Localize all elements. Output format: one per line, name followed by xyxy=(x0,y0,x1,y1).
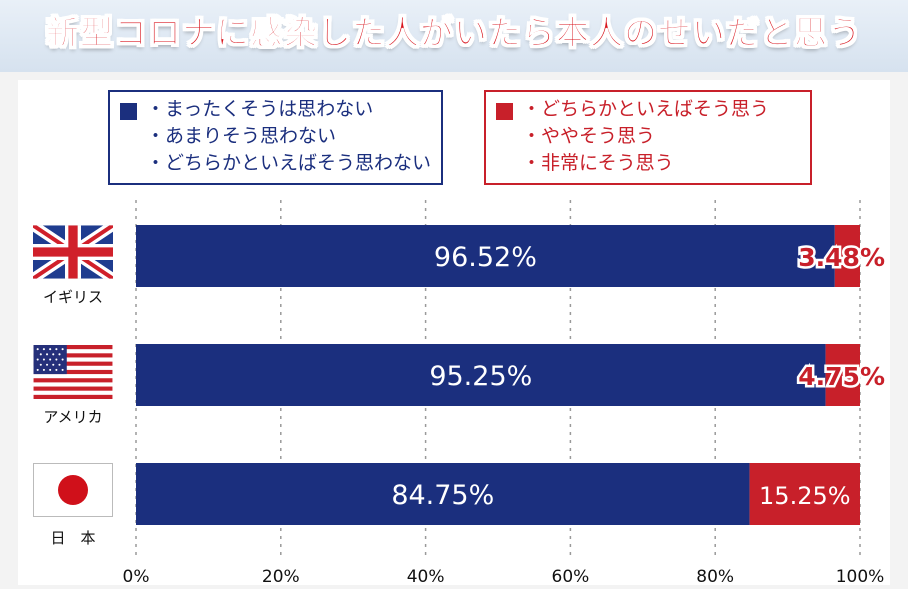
legend-positive-item: ・ややそう思う xyxy=(522,125,656,147)
country-label-us: アメリカ xyxy=(43,408,103,426)
legend-negative-item: ・まったくそうは思わない xyxy=(146,98,374,120)
x-tick-label: 20% xyxy=(262,567,300,587)
legend-negative-item: ・どちらかといえばそう思わない xyxy=(146,152,432,174)
x-tick-label: 80% xyxy=(696,567,734,587)
x-tick-label: 60% xyxy=(552,567,590,587)
japan-flag-icon xyxy=(33,463,113,517)
bar-label-positive: 3.48% xyxy=(798,243,885,272)
legend-positive-swatch xyxy=(496,103,513,120)
chart-title: 新型コロナに感染した人がいたら本人のせいだと思う xyxy=(46,13,862,53)
legend-positive-item: ・非常にそう思う xyxy=(522,152,674,174)
country-label-japan: 日 本 xyxy=(50,529,96,547)
x-tick-label: 40% xyxy=(407,567,445,587)
bar-segment-negative xyxy=(136,463,750,525)
bar-segment-positive xyxy=(749,463,860,525)
bar-label-negative: 96.52% xyxy=(434,242,537,273)
x-tick-label: 100% xyxy=(836,567,885,587)
uk-flag-icon xyxy=(33,225,113,279)
bar-segment-positive xyxy=(825,344,860,406)
legend-positive-item: ・どちらかといえばそう思う xyxy=(522,98,770,120)
us-flag-icon xyxy=(33,345,113,399)
bar-label-positive: 4.75% xyxy=(798,362,885,391)
legend-negative-swatch xyxy=(120,103,137,120)
bar-label-positive: 15.25% xyxy=(759,482,851,510)
x-tick-label: 0% xyxy=(123,567,150,587)
bar-segment-negative xyxy=(136,225,835,287)
country-label-uk: イギリス xyxy=(42,288,103,306)
title-band xyxy=(0,0,908,72)
bar-label-negative: 84.75% xyxy=(391,480,494,511)
legend-negative-item: ・あまりそう思わない xyxy=(146,125,337,147)
bar-segment-negative xyxy=(136,344,826,406)
bar-segment-positive xyxy=(834,225,860,287)
bar-label-negative: 95.25% xyxy=(429,361,532,392)
legend-positive: ・どちらかといえばそう思う ・ややそう思う ・非常にそう思う xyxy=(484,90,812,185)
legend-negative: ・まったくそうは思わない ・あまりそう思わない ・どちらかといえばそう思わない xyxy=(108,90,443,185)
